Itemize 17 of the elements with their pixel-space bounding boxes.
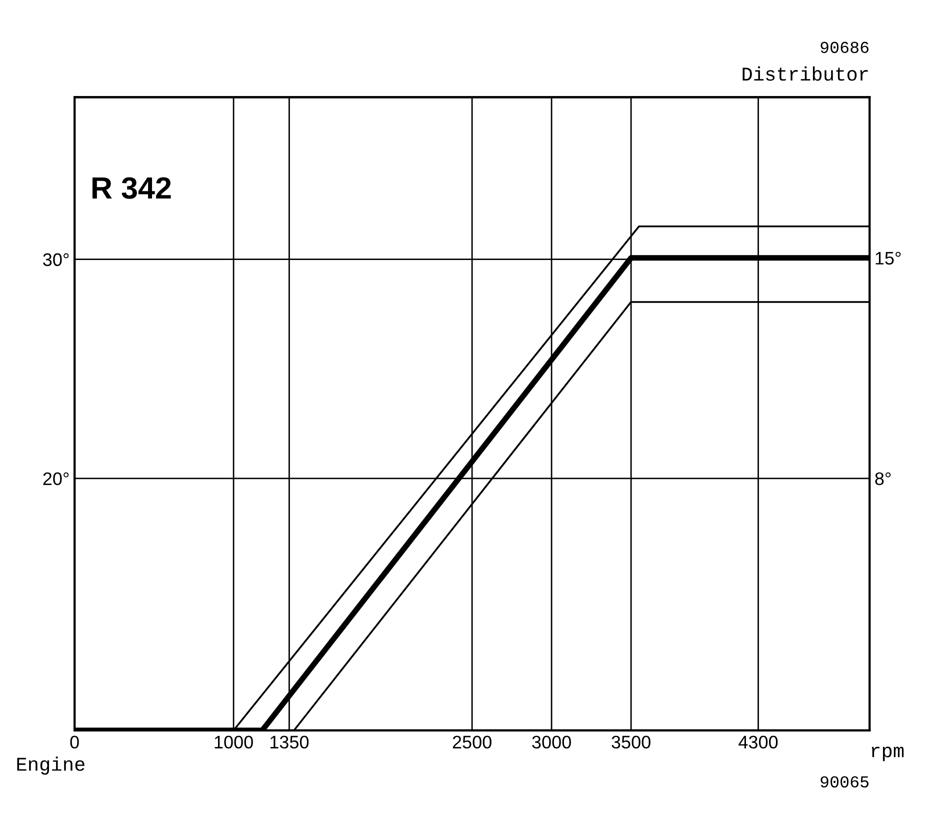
annotation: R 342 (92, 177, 171, 199)
x-axis-title: rpm (872, 746, 904, 762)
text: 90686 (820, 42, 868, 54)
y-tick-label: 20° (43, 472, 69, 486)
x-tick-label: 4300 (738, 736, 778, 749)
y2-axis-title: Distributor (742, 66, 868, 81)
x-tick-label: 1000 (214, 736, 253, 749)
y-tick-label: 30° (43, 253, 69, 266)
x-tick-label: 2500 (452, 736, 492, 749)
x-tick-label: 3500 (612, 736, 650, 749)
text: 90065 (820, 776, 868, 788)
x-tick-label: 1350 (270, 736, 309, 749)
y-axis-title: Engine (17, 756, 84, 775)
y2-tick-label: 8° (875, 472, 891, 486)
x-tick-label: 0 (70, 736, 79, 749)
x-tick-label: 3000 (532, 736, 571, 749)
y2-tick-label: 15° (876, 252, 901, 265)
